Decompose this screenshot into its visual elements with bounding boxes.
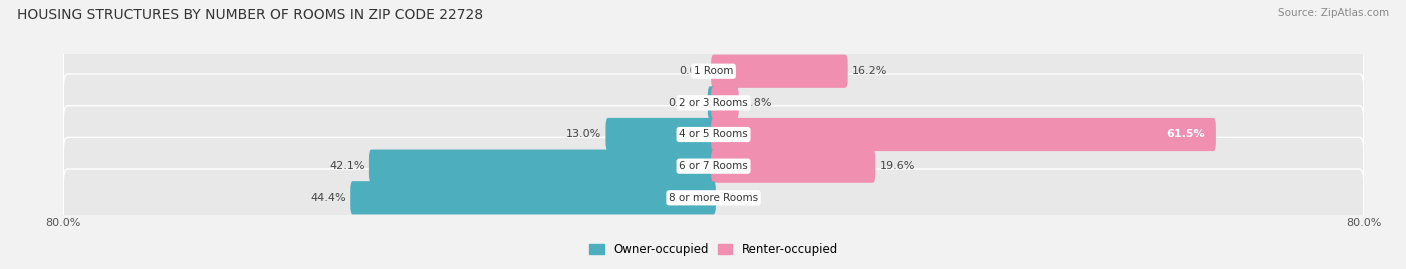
Text: 16.2%: 16.2%	[852, 66, 887, 76]
Text: 2.8%: 2.8%	[742, 98, 772, 108]
FancyBboxPatch shape	[63, 137, 1364, 195]
Text: HOUSING STRUCTURES BY NUMBER OF ROOMS IN ZIP CODE 22728: HOUSING STRUCTURES BY NUMBER OF ROOMS IN…	[17, 8, 484, 22]
Text: Source: ZipAtlas.com: Source: ZipAtlas.com	[1278, 8, 1389, 18]
Text: 6 or 7 Rooms: 6 or 7 Rooms	[679, 161, 748, 171]
FancyBboxPatch shape	[711, 118, 1216, 151]
Text: 19.6%: 19.6%	[879, 161, 915, 171]
Text: 0.0%: 0.0%	[679, 66, 707, 76]
Text: 13.0%: 13.0%	[567, 129, 602, 140]
FancyBboxPatch shape	[63, 74, 1364, 132]
FancyBboxPatch shape	[711, 150, 876, 183]
FancyBboxPatch shape	[63, 106, 1364, 163]
Text: 1 Room: 1 Room	[693, 66, 734, 76]
FancyBboxPatch shape	[63, 169, 1364, 226]
Text: 0.0%: 0.0%	[721, 193, 749, 203]
FancyBboxPatch shape	[711, 55, 848, 88]
Text: 61.5%: 61.5%	[1167, 129, 1205, 140]
FancyBboxPatch shape	[63, 43, 1364, 100]
Legend: Owner-occupied, Renter-occupied: Owner-occupied, Renter-occupied	[585, 239, 842, 261]
FancyBboxPatch shape	[707, 86, 716, 119]
Text: 8 or more Rooms: 8 or more Rooms	[669, 193, 758, 203]
Text: 42.1%: 42.1%	[329, 161, 364, 171]
FancyBboxPatch shape	[368, 150, 716, 183]
Text: 2 or 3 Rooms: 2 or 3 Rooms	[679, 98, 748, 108]
Text: 4 or 5 Rooms: 4 or 5 Rooms	[679, 129, 748, 140]
Text: 0.41%: 0.41%	[668, 98, 704, 108]
FancyBboxPatch shape	[606, 118, 716, 151]
FancyBboxPatch shape	[711, 86, 738, 119]
FancyBboxPatch shape	[350, 181, 716, 214]
Text: 44.4%: 44.4%	[311, 193, 346, 203]
